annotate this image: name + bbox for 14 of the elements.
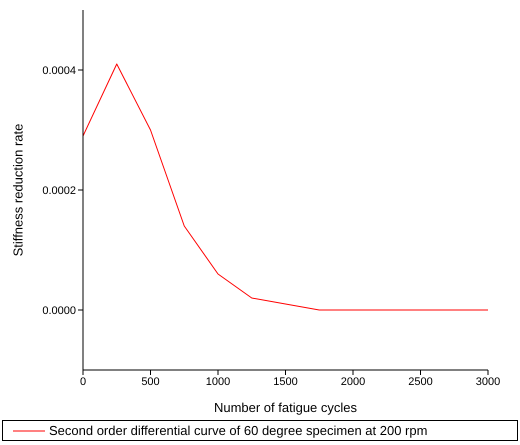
legend-label: Second order differential curve of 60 degree specimen at 200 rpm (49, 423, 428, 438)
y-axis-title: Stiffness reduction rate (10, 124, 26, 256)
x-tick-label: 0 (80, 376, 86, 388)
x-tick-label: 2500 (408, 376, 433, 388)
line-series (83, 64, 488, 310)
x-tick-label: 500 (141, 376, 160, 388)
x-axis-title: Number of fatigue cycles (214, 400, 358, 415)
x-tick-label: 3000 (476, 376, 500, 388)
y-tick-label: 0.0004 (42, 64, 76, 77)
x-tick-label: 2000 (340, 376, 366, 388)
y-tick-label: 0.0002 (42, 184, 76, 197)
x-tick-label: 1500 (273, 376, 298, 388)
x-tick-label: 1000 (206, 376, 230, 388)
y-tick-label: 0.0000 (42, 304, 76, 317)
